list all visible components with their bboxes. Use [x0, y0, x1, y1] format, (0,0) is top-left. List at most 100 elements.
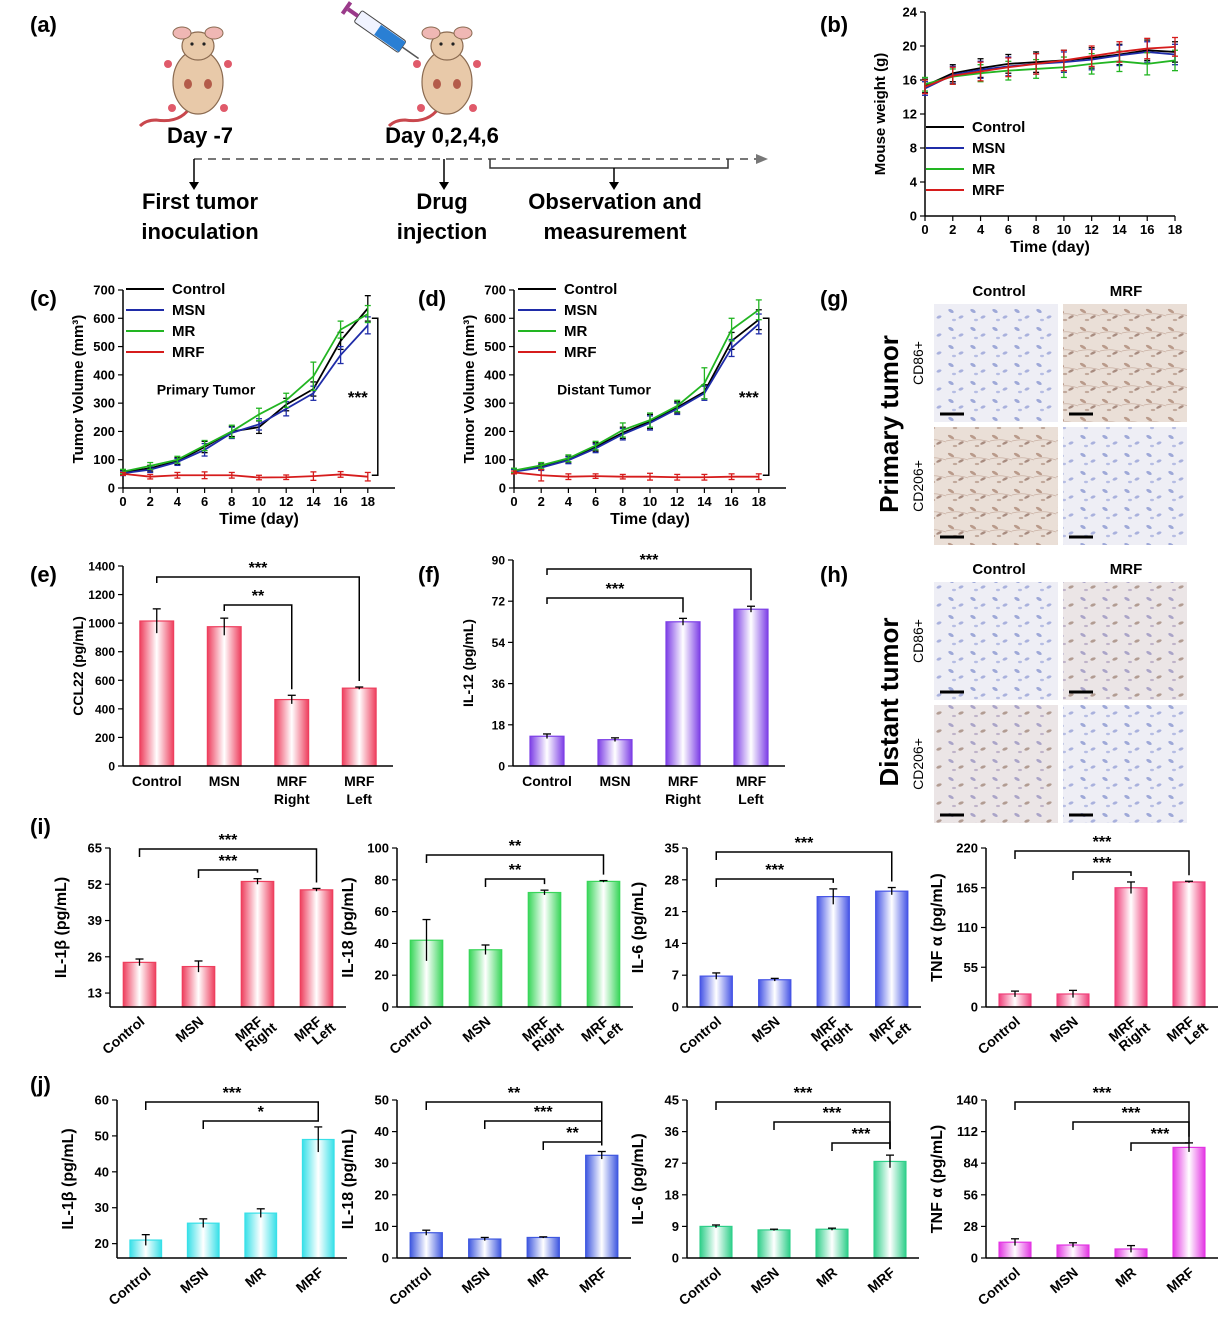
significance-bracket — [145, 1101, 319, 1121]
category-label: MRF — [293, 1264, 327, 1296]
x-tick-label: 6 — [201, 494, 208, 509]
micrograph-image — [934, 304, 1058, 422]
y-tick-label: 50 — [375, 1093, 389, 1108]
y-tick-label: 60 — [95, 1093, 109, 1108]
y-tick-label: 60 — [375, 904, 389, 919]
chart-d: 0 2 4 6 8 10 12 14 16 18 0 100 200 300 400 500 600 700 Tim… — [461, 281, 786, 528]
syringe-fluid — [374, 24, 406, 52]
category-label: Control — [522, 773, 572, 789]
mouse-paw — [473, 60, 481, 68]
y-tick-label: 20 — [375, 968, 389, 983]
y-tick-label: 300 — [93, 396, 115, 411]
x-tick-label: 16 — [333, 494, 347, 509]
y-tick-label: 20 — [95, 1236, 109, 1251]
mouse-paw — [164, 60, 172, 68]
bar-2 — [186, 1222, 220, 1259]
column-label-mrf: MRF — [1110, 561, 1143, 578]
y-tick-label: 30 — [375, 1156, 389, 1171]
significance-stars: *** — [1151, 1126, 1170, 1143]
significance-stars: *** — [1093, 1085, 1112, 1102]
x-tick-label: 10 — [1057, 222, 1071, 237]
bar-4 — [873, 1160, 907, 1259]
significance-stars: *** — [534, 1104, 553, 1121]
mouse-tail — [138, 103, 194, 128]
panel-label-e: (e) — [30, 562, 57, 587]
tumor-right — [204, 79, 212, 89]
y-tick-label: 400 — [95, 702, 115, 716]
legend-label: MSN — [564, 302, 597, 319]
y-tick-label: 40 — [375, 1124, 389, 1139]
y-tick-label: 40 — [95, 1164, 109, 1179]
x-tick-label: 18 — [752, 494, 766, 509]
significance-stars: *** — [1093, 834, 1112, 851]
significance-bracket — [542, 1141, 603, 1150]
series-line-mrf — [122, 472, 368, 479]
significance-bracket — [484, 878, 546, 887]
significance-bracket — [546, 597, 684, 613]
category-label: Right — [274, 791, 310, 807]
category-label: MSN — [209, 773, 240, 789]
legend-label: MRF — [972, 182, 1005, 199]
mouse-eye — [190, 42, 194, 46]
significance-bracket — [197, 869, 259, 878]
bar-4 — [341, 687, 377, 767]
y-tick-label: 36 — [492, 677, 506, 691]
significance-bracket — [1072, 871, 1132, 880]
y-tick-label: 54 — [492, 636, 506, 650]
panel-label-b: (b) — [820, 12, 848, 37]
bar-2 — [206, 626, 242, 767]
significance-stars: ** — [508, 1085, 521, 1102]
mouse-day-minus-7 — [138, 26, 232, 128]
mouse-paw — [224, 60, 232, 68]
significance-stars: *** — [852, 1126, 871, 1143]
y-tick-label: 39 — [88, 913, 102, 928]
step-arrowhead — [609, 182, 619, 190]
y-tick-label: 0 — [108, 760, 115, 774]
x-tick-label: 14 — [306, 494, 321, 509]
tumor-left — [184, 79, 192, 89]
bar-1 — [409, 1232, 443, 1259]
legend: Control MSN MR MRF — [126, 281, 225, 361]
chart-j2: 0 10 20 30 40 50 IL-18 (pg/mL) Control MSN MR MRF *… — [340, 1085, 631, 1308]
chart-j3: 0 9 18 27 36 45 IL-6 (pg/mL) Control MSN MR MRF ***… — [630, 1085, 919, 1308]
significance-stars: *** — [795, 835, 814, 852]
y-tick-label: 65 — [88, 841, 102, 856]
significance-bracket — [138, 848, 318, 883]
y-tick-label: 0 — [672, 1251, 679, 1266]
y-tick-label: 80 — [375, 872, 389, 887]
category-label: MR — [813, 1264, 840, 1290]
mouse-day-0 — [387, 26, 481, 128]
bar-3 — [665, 621, 701, 767]
legend-label: Control — [564, 281, 617, 298]
y-tick-label: 0 — [971, 1251, 978, 1266]
micrograph-image — [1063, 427, 1187, 545]
bar-3 — [816, 896, 850, 1008]
category-label: MR — [242, 1264, 269, 1290]
y-tick-label: 9 — [672, 1219, 679, 1234]
y-axis-label: IL-18 (pg/mL) — [340, 1129, 357, 1229]
bar-1 — [122, 961, 157, 1008]
y-tick-label: 36 — [665, 1124, 679, 1139]
y-axis-label: IL-1β (pg/mL) — [53, 877, 70, 978]
chart-e: 0 200 400 600 800 1000 1200 1400 CCL22 (pg/mL) Co… — [70, 560, 393, 807]
bar-2 — [181, 965, 216, 1008]
series-line-msn — [122, 324, 369, 475]
drug-injection-label-line2: injection — [397, 219, 487, 244]
y-tick-label: 7 — [672, 968, 679, 983]
significance-stars: ** — [509, 862, 522, 879]
y-tick-label: 20 — [375, 1187, 389, 1202]
y-tick-label: 500 — [484, 339, 506, 354]
y-tick-label: 27 — [665, 1156, 679, 1171]
side-title: Primary tumor — [874, 335, 904, 513]
category-label: Control — [386, 1013, 434, 1057]
y-axis-label: TNF α (pg/mL) — [929, 1125, 946, 1233]
legend-label: MRF — [172, 344, 205, 361]
significance-stars: ** — [252, 588, 265, 605]
y-axis-label: IL-12 (pg/mL) — [460, 619, 476, 707]
significance-stars: *** — [794, 1085, 813, 1102]
significance-stars: * — [258, 1104, 265, 1121]
bar-3 — [244, 1212, 278, 1259]
category-label: MR — [524, 1264, 551, 1290]
observation-bracket — [489, 159, 729, 169]
